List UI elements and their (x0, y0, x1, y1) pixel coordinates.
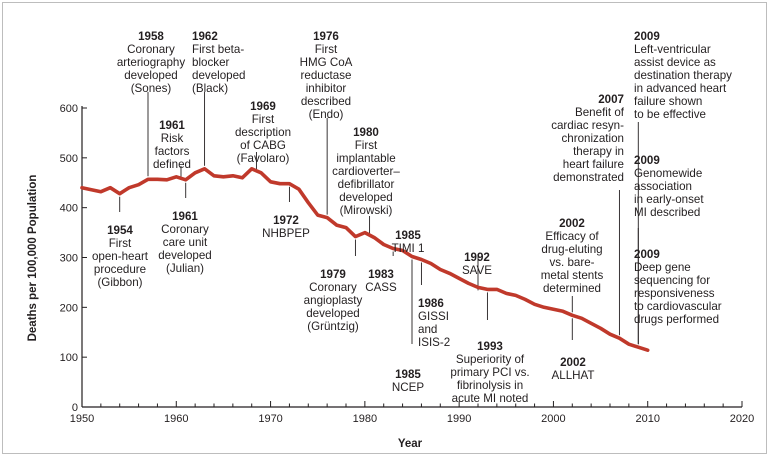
annotation-year: 1993 (477, 340, 503, 353)
annotation-year: 2002 (559, 217, 585, 230)
annotation-1993: 1993 Superiority of primary PCI vs. fibri… (442, 327, 538, 405)
annotation-2002-des: 2002 Efficacy of drug-eluting vs. bare- m… (524, 204, 620, 295)
annotation-text: First beta- blocker developed (Black) (192, 43, 246, 95)
annotation-2002-allhat: 2002 ALLHAT (544, 343, 602, 382)
annotation-2009-gwas: 2009 Genomewide association in early-onse… (634, 141, 754, 219)
annotation-year: 1985 (395, 229, 421, 242)
annotation-year: 2007 (598, 93, 624, 106)
y-tick-label: 0 (72, 402, 78, 414)
annotation-1961-risk: 1961 Risk factors defined (140, 106, 204, 171)
annotation-year: 1979 (320, 268, 346, 281)
y-tick-label: 200 (60, 302, 78, 314)
annotation-year: 1954 (107, 224, 133, 237)
x-tick-label: 2020 (730, 413, 754, 425)
y-tick-label: 500 (60, 153, 78, 165)
x-tick-label: 1990 (447, 413, 471, 425)
annotation-year: 1972 (273, 214, 299, 227)
y-tick-label: 100 (60, 352, 78, 364)
annotation-year: 1961 (159, 119, 185, 132)
annotation-1985-ncep: 1985 NCEP (386, 355, 430, 394)
annotation-text: First description of CABG (Favolaro) (234, 113, 292, 165)
annotation-text: Left-ventricular assist device as destin… (634, 43, 732, 121)
x-tick-label: 2000 (541, 413, 565, 425)
annotation-1976: 1976 First HMG CoA reductase inhibitor de… (292, 17, 360, 121)
annotation-text: Genomewide association in early-onset MI… (634, 167, 704, 219)
annotation-text: NCEP (391, 381, 425, 394)
y-axis-label: Deaths per 100,000 Population (27, 175, 39, 342)
annotation-1969: 1969 First description of CABG (Favolaro) (226, 87, 300, 165)
annotation-text: First HMG CoA reductase inhibitor descri… (299, 43, 353, 121)
annotation-1986: 1986 GISSI and ISIS-2 (418, 284, 464, 349)
x-tick-label: 2010 (635, 413, 659, 425)
x-tick-label: 1950 (70, 413, 94, 425)
annotation-text: Risk factors defined (152, 132, 192, 171)
annotation-1961-ccu: 1961 Coronary care unit developed (Julian… (152, 197, 218, 275)
annotation-1980: 1980 First implantable cardioverter– defi… (328, 113, 404, 217)
annotation-year: 2009 (634, 248, 660, 261)
annotation-year: 1958 (138, 30, 164, 43)
axes: 0 100 200 300 400 500 600 1950 1960 1970 1980 1990 2… (60, 103, 755, 425)
annotation-year: 1992 (464, 251, 490, 264)
annotation-text: Efficacy of drug-eluting vs. bare- metal… (540, 230, 604, 295)
annotation-2009-lvad: 2009 Left-ventricular assist device as de… (634, 17, 764, 121)
annotation-1992: 1992 SAVE (452, 238, 502, 277)
x-axis-label: Year (398, 438, 423, 450)
annotation-text: SAVE (461, 264, 493, 277)
x-tick-label: 1960 (164, 413, 188, 425)
annotation-2007: 2007 Benefit of cardiac resyn- chronizati… (528, 80, 624, 184)
annotation-1979: 1979 Coronary angioplasty developed (Grün… (296, 255, 370, 333)
annotation-year: 1986 (418, 297, 444, 310)
annotation-year: 1969 (250, 100, 276, 113)
x-tick-label: 1970 (258, 413, 282, 425)
x-tick-label: 1980 (353, 413, 377, 425)
annotation-text: Superiority of primary PCI vs. fibrinoly… (450, 353, 530, 405)
annotation-year: 1985 (395, 368, 421, 381)
annotation-text: First implantable cardioverter– defibril… (332, 139, 400, 217)
annotation-1972: 1972 NHBPEP (258, 201, 314, 240)
annotation-year: 1983 (368, 268, 394, 281)
annotation-1983: 1983 CASS (362, 255, 400, 294)
annotation-text: Benefit of cardiac resyn- chronization t… (551, 106, 624, 184)
annotation-text: TIMI 1 (391, 242, 425, 255)
annotation-text: Coronary arteriography developed (Sones) (116, 43, 186, 95)
annotation-1962: 1962 First beta- blocker developed (Black… (192, 17, 272, 95)
y-tick-label: 400 (60, 203, 78, 215)
series-line (80, 167, 650, 352)
annotation-year: 1962 (192, 30, 218, 43)
annotation-1985-timi: 1985 TIMI 1 (386, 216, 430, 255)
annotation-connectors (119, 92, 639, 345)
annotation-text: First open-heart procedure (Gibbon) (91, 237, 149, 289)
annotation-1954: 1954 First open-heart procedure (Gibbon) (84, 211, 156, 289)
annotation-text: ALLHAT (551, 369, 595, 382)
annotation-year: 2002 (560, 356, 586, 369)
annotation-2009-seq: 2009 Deep gene sequencing for responsiven… (634, 235, 758, 326)
y-tick-label: 300 (60, 253, 78, 265)
chart-frame (2, 2, 767, 454)
annotation-year: 1976 (313, 30, 339, 43)
annotation-1958: 1958 Coronary arteriography developed (So… (103, 17, 199, 95)
annotation-year: 2009 (634, 30, 660, 43)
annotation-text: Coronary care unit developed (Julian) (158, 223, 212, 275)
annotation-text: Deep gene sequencing for responsiveness … (634, 261, 722, 326)
annotation-year: 1980 (353, 126, 379, 139)
annotation-text: CASS (365, 281, 397, 294)
annotation-text: NHBPEP (262, 227, 310, 240)
y-tick-label: 600 (60, 103, 78, 115)
annotation-text: Coronary angioplasty developed (Grüntzig… (303, 281, 363, 333)
annotation-year: 1961 (172, 210, 198, 223)
annotation-year: 2009 (634, 154, 660, 167)
annotation-text: GISSI and ISIS-2 (418, 310, 451, 349)
